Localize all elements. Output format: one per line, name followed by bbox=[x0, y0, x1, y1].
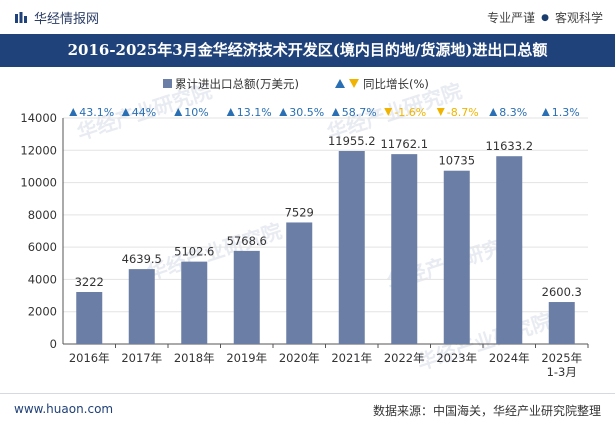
growth-value-label: 10% bbox=[184, 106, 208, 119]
brand: 华经情报网 bbox=[14, 8, 99, 27]
growth-down-triangle-icon bbox=[384, 108, 393, 116]
growth-value-label: 30.5% bbox=[289, 106, 324, 119]
growth-up-triangle-icon bbox=[69, 108, 78, 116]
bar-value-label: 11633.2 bbox=[485, 139, 533, 153]
header-tags: 专业严谨 ● 客观科学 bbox=[487, 9, 603, 26]
bar-value-label: 10735 bbox=[438, 154, 475, 168]
top-bar: 华经情报网 专业严谨 ● 客观科学 bbox=[0, 0, 615, 34]
bar bbox=[76, 291, 103, 344]
brand-name: 华经情报网 bbox=[34, 12, 100, 27]
footer-url: www.huaon.com bbox=[14, 402, 114, 416]
bar bbox=[496, 156, 523, 344]
x-tick-label: 2019年 bbox=[226, 351, 267, 365]
bar-value-label: 4639.5 bbox=[122, 252, 162, 266]
growth-value-label: -8.7% bbox=[447, 106, 479, 119]
x-tick-label: 2018年 bbox=[174, 351, 215, 365]
x-tick-label: 2020年 bbox=[279, 351, 320, 365]
growth-up-triangle-icon bbox=[541, 108, 550, 116]
bar bbox=[181, 261, 208, 344]
y-tick-label: 8000 bbox=[28, 208, 57, 222]
growth-value-label: 58.7% bbox=[342, 106, 377, 119]
growth-value-label: 13.1% bbox=[237, 106, 272, 119]
bar-value-label: 5102.6 bbox=[174, 245, 214, 259]
legend-bar-label: 累计进出口总额(万美元) bbox=[175, 77, 299, 91]
y-tick-label: 6000 bbox=[28, 240, 57, 254]
x-tick-label: 2023年 bbox=[436, 351, 477, 365]
y-tick-label: 12000 bbox=[20, 143, 57, 157]
legend-down-triangle-icon bbox=[349, 79, 359, 88]
growth-up-triangle-icon bbox=[331, 108, 340, 116]
footer-source: 数据来源：中国海关，华经产业研究院整理 bbox=[372, 404, 601, 418]
growth-value-label: 44% bbox=[132, 106, 156, 119]
y-tick-label: 2000 bbox=[28, 305, 57, 319]
growth-up-triangle-icon bbox=[121, 108, 130, 116]
bar bbox=[286, 222, 313, 344]
watermark: 华经产业研究院 bbox=[414, 309, 555, 375]
x-tick-label: 2024年 bbox=[489, 351, 530, 365]
x-tick-label: 1-3月 bbox=[547, 365, 577, 379]
dot-icon: ● bbox=[541, 12, 549, 23]
bar bbox=[443, 170, 470, 344]
bar-value-label: 3222 bbox=[75, 275, 104, 289]
brand-logo-icon bbox=[15, 11, 27, 23]
tag-left: 专业严谨 bbox=[487, 11, 536, 25]
growth-up-triangle-icon bbox=[489, 108, 498, 116]
legend-growth-label: 同比增长(%) bbox=[363, 77, 429, 91]
growth-up-triangle-icon bbox=[174, 108, 183, 116]
footer-divider bbox=[0, 393, 615, 394]
growth-up-triangle-icon bbox=[279, 108, 288, 116]
x-tick-label: 2017年 bbox=[121, 351, 162, 365]
growth-value-label: 1.3% bbox=[552, 106, 580, 119]
bar bbox=[128, 269, 155, 344]
bar-value-label: 2600.3 bbox=[542, 285, 582, 299]
tag-right: 客观科学 bbox=[554, 11, 603, 25]
chart-title: 2016-2025年3月金华经济技术开发区(境内目的地/货源地)进出口总额 bbox=[0, 34, 615, 67]
x-tick-label: 2022年 bbox=[384, 351, 425, 365]
y-tick-label: 14000 bbox=[20, 111, 57, 125]
bar-value-label: 5768.6 bbox=[227, 234, 267, 248]
legend-up-triangle-icon bbox=[335, 79, 345, 88]
growth-value-label: 43.1% bbox=[79, 106, 114, 119]
watermark: 华经产业研究院 bbox=[144, 219, 285, 285]
growth-up-triangle-icon bbox=[226, 108, 235, 116]
growth-value-label: -1.6% bbox=[394, 106, 426, 119]
growth-down-triangle-icon bbox=[436, 108, 445, 116]
y-tick-label: 4000 bbox=[28, 272, 57, 286]
x-tick-label: 2016年 bbox=[69, 351, 110, 365]
y-tick-label: 0 bbox=[50, 337, 57, 351]
bar bbox=[548, 302, 575, 344]
bar-value-label: 11955.2 bbox=[328, 134, 376, 148]
bar bbox=[233, 250, 260, 344]
legend-bar-swatch bbox=[163, 79, 172, 88]
x-tick-label: 2021年 bbox=[331, 351, 372, 365]
bar-value-label: 11762.1 bbox=[380, 137, 428, 151]
bar-value-label: 7529 bbox=[285, 205, 314, 219]
bar bbox=[391, 154, 418, 344]
x-tick-label: 2025年 bbox=[541, 351, 582, 365]
y-tick-label: 10000 bbox=[20, 176, 57, 190]
growth-value-label: 8.3% bbox=[499, 106, 527, 119]
bar bbox=[338, 151, 365, 344]
